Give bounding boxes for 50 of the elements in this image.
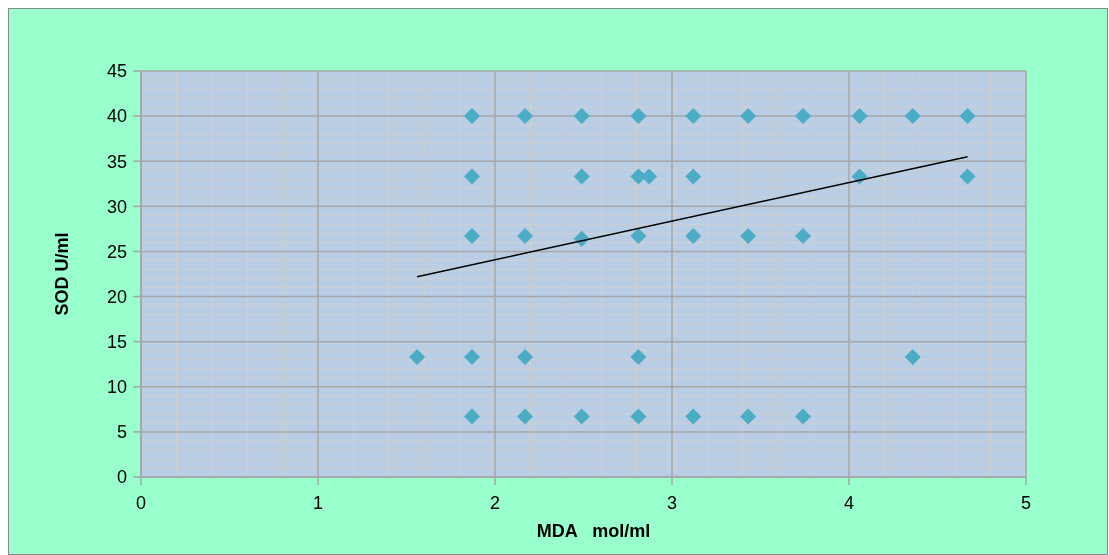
y-tick-label: 0 <box>116 467 127 488</box>
point <box>959 108 976 125</box>
y-tick-label: 40 <box>106 106 127 127</box>
point <box>685 168 702 185</box>
x-tick-label: 3 <box>666 493 678 513</box>
point <box>409 349 426 365</box>
point <box>794 408 811 425</box>
point <box>463 349 480 365</box>
x-axis-title: MDA mol/ml <box>536 521 651 541</box>
point <box>517 228 534 245</box>
point <box>463 408 480 425</box>
point <box>517 349 534 365</box>
x-tick-label: 2 <box>489 493 501 513</box>
point <box>904 108 921 125</box>
point <box>630 349 647 365</box>
y-tick-label: 25 <box>106 241 127 262</box>
y-axis-title: SOD U/ml <box>52 232 72 316</box>
point <box>463 228 480 245</box>
y-tick-label: 15 <box>106 331 127 352</box>
point <box>685 408 702 425</box>
point <box>794 228 811 245</box>
point <box>740 228 757 245</box>
y-tick-label: 10 <box>106 377 127 398</box>
x-tick-label: 1 <box>312 493 324 513</box>
point <box>685 108 702 125</box>
point <box>904 349 921 365</box>
x-tick-label: 5 <box>1020 493 1032 513</box>
point <box>463 108 480 125</box>
point <box>740 108 757 125</box>
x-tick-label: 0 <box>135 493 147 513</box>
point <box>740 408 757 425</box>
point <box>851 108 868 125</box>
point <box>794 108 811 125</box>
point <box>463 168 480 185</box>
point <box>517 108 534 125</box>
point <box>573 408 590 425</box>
point <box>959 168 976 185</box>
point <box>573 108 590 125</box>
x-tick-label: 4 <box>843 493 855 513</box>
point <box>685 228 702 245</box>
y-tick-label: 45 <box>106 61 127 82</box>
point <box>630 408 647 425</box>
y-tick-label: 5 <box>116 422 127 443</box>
point <box>630 228 647 245</box>
y-tick-label: 20 <box>106 286 127 307</box>
point <box>573 168 590 185</box>
y-tick-label: 30 <box>106 196 127 217</box>
y-tick-label: 35 <box>106 151 127 172</box>
point <box>630 108 647 125</box>
point <box>517 408 534 425</box>
